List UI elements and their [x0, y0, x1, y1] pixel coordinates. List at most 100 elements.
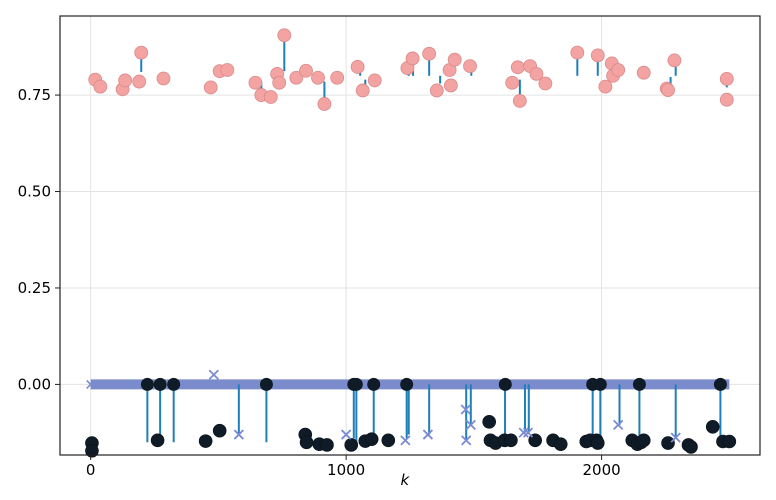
band-cross-mark [510, 379, 520, 389]
band-cross-mark [566, 379, 576, 389]
cross-point [460, 404, 471, 415]
lower-point [212, 423, 227, 438]
band-cross-mark [238, 379, 248, 389]
band-cross-mark [134, 379, 144, 389]
band-cross-mark [542, 379, 552, 389]
band-cross-mark [302, 379, 312, 389]
upper-point [429, 83, 444, 98]
plot-frame [59, 15, 761, 456]
data-marks [85, 28, 737, 458]
upper-point [505, 75, 520, 90]
upper-point [510, 60, 525, 75]
band-cross-mark [430, 379, 440, 389]
upper-point [272, 75, 287, 90]
band-cross-mark [286, 379, 296, 389]
band-cross-mark [694, 379, 704, 389]
upper-point [350, 60, 365, 74]
upper-point [132, 74, 147, 89]
cross-point [461, 435, 472, 446]
axis-point [153, 377, 167, 391]
upper-point [330, 70, 345, 85]
band-cross-mark [294, 379, 304, 389]
band-cross-mark [102, 379, 112, 389]
band-cross-mark [190, 379, 200, 389]
upper-point [263, 90, 278, 104]
band-cross-mark [622, 379, 632, 389]
lower-point [636, 433, 651, 448]
upper-point [598, 79, 613, 94]
axis-point [593, 377, 607, 391]
band-cross-mark [534, 379, 544, 389]
lower-point [320, 438, 334, 452]
band-cross-mark [670, 379, 680, 389]
band-cross-mark [246, 379, 256, 389]
band-cross-mark [198, 379, 208, 389]
band-cross-mark [454, 379, 464, 389]
y-tick-label: 0.75 [18, 86, 51, 104]
upper-point [590, 48, 605, 63]
cross-point [422, 429, 434, 440]
band-cross-mark [222, 379, 232, 389]
cross-point [465, 419, 476, 431]
x-axis-label: k [401, 471, 411, 489]
band-cross-mark [662, 379, 672, 389]
y-tick-label: 0.50 [18, 183, 51, 201]
upper-point [636, 65, 651, 80]
lower-point [553, 437, 568, 451]
band-cross-mark [614, 379, 624, 389]
band-cross-mark [646, 379, 656, 389]
upper-point [661, 83, 675, 97]
lower-point [150, 433, 165, 448]
band-cross-mark [478, 379, 488, 389]
band-cross-mark [606, 379, 616, 389]
band-cross-mark [470, 379, 480, 389]
lower-point [198, 434, 213, 448]
upper-point [118, 73, 133, 88]
lower-point [344, 438, 359, 452]
axis-point [400, 377, 414, 391]
axis-point [632, 377, 646, 391]
upper-point [220, 63, 235, 77]
upper-point [611, 63, 626, 77]
band-cross-mark [390, 379, 400, 389]
band-cross-mark [126, 379, 136, 389]
band-cross-mark [310, 379, 320, 389]
cross-point [233, 429, 244, 440]
upper-point [719, 71, 734, 86]
band-cross-mark [334, 379, 344, 389]
band-cross-mark [214, 379, 224, 389]
upper-point [134, 45, 149, 60]
axis-point [167, 377, 181, 391]
upper-point [248, 75, 263, 90]
upper-point [367, 73, 382, 88]
lower-point [722, 434, 737, 449]
axis-point [713, 377, 727, 391]
upper-point [447, 52, 462, 67]
band-cross-mark [182, 379, 192, 389]
y-tick-label: 0.25 [18, 279, 51, 297]
upper-point [538, 76, 553, 91]
band-cross-mark [414, 379, 424, 389]
band-cross-mark [550, 379, 560, 389]
band-cross-mark [110, 379, 120, 389]
cross-point [518, 427, 529, 438]
upper-point [277, 28, 292, 43]
upper-point [405, 51, 420, 66]
upper-point [311, 70, 325, 85]
upper-point [570, 45, 585, 60]
cross-point [208, 369, 219, 380]
band-cross-mark [438, 379, 448, 389]
band-cross-mark [118, 379, 128, 389]
axis-point [140, 377, 154, 391]
band-cross-mark [686, 379, 696, 389]
x-tick-label: 1000 [327, 461, 365, 479]
axis-point [259, 377, 273, 391]
cross-point [670, 432, 681, 443]
cross-point [522, 427, 534, 438]
lower-point [590, 436, 605, 450]
lower-point [504, 433, 518, 448]
lower-point [364, 432, 379, 446]
cross-point [340, 429, 352, 440]
